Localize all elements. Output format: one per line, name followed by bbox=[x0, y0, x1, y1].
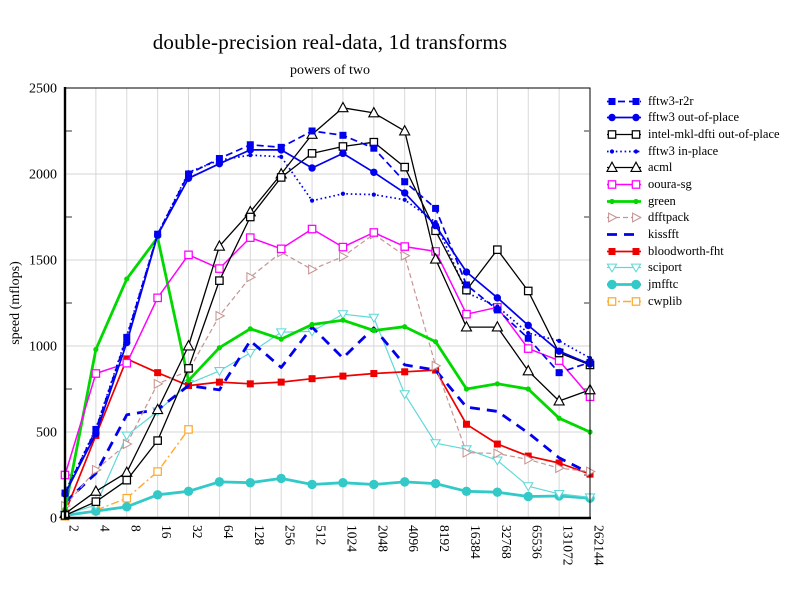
legend-label: bloodworth-fht bbox=[648, 243, 724, 258]
series-green bbox=[62, 235, 593, 512]
legend-label: dfftpack bbox=[648, 210, 690, 225]
legend-marker-jmfftc bbox=[607, 279, 641, 290]
legend-label: acml bbox=[648, 160, 673, 175]
y-tick-label: 0 bbox=[50, 512, 57, 527]
legend-item-sciport: sciport bbox=[606, 259, 792, 276]
x-tick-label: 65536 bbox=[530, 525, 545, 559]
legend-marker-ooura-sg bbox=[607, 180, 641, 189]
legend-marker-intel-mkl-dfti-out-of-place bbox=[607, 130, 641, 139]
legend-marker-fftw3-in-place bbox=[607, 149, 641, 154]
series-acml bbox=[59, 101, 596, 519]
legend-item-acml: acml bbox=[606, 160, 792, 177]
plot-border bbox=[64, 87, 591, 519]
legend-item-bloodworth-fht: bloodworth-fht bbox=[606, 243, 792, 260]
chart-title: double-precision real-data, 1d transform… bbox=[152, 30, 508, 54]
y-tick-label: 2500 bbox=[29, 82, 57, 97]
x-tick-label: 1024 bbox=[344, 525, 359, 552]
x-tick-label: 16 bbox=[159, 525, 174, 539]
legend-item-fftw3-r2r: fftw3-r2r bbox=[606, 93, 792, 110]
legend-label: ooura-sg bbox=[648, 177, 692, 192]
x-tick-labels: 2 4 8 16 32 64 128 256 512 1024 2048 4096 8192 16384 3… bbox=[67, 525, 607, 566]
x-tick-label: 2 bbox=[67, 525, 82, 532]
legend-item-cwplib: cwplib bbox=[606, 293, 792, 310]
legend-label: jmfftc bbox=[648, 276, 679, 291]
x-tick-label: 131072 bbox=[561, 525, 576, 566]
series-bloodworth-fht bbox=[61, 355, 594, 517]
legend-label: green bbox=[648, 193, 676, 208]
x-tick-label: 8192 bbox=[437, 525, 452, 552]
gridlines bbox=[65, 88, 591, 518]
x-tick-label: 256 bbox=[283, 525, 298, 546]
series-jmfftc bbox=[60, 473, 595, 521]
legend-marker-fftw3-out-of-place bbox=[607, 114, 641, 122]
series-kissfft bbox=[64, 325, 591, 504]
x-tick-label: 32 bbox=[190, 525, 205, 539]
legend-item-kissfft: kissfft bbox=[606, 226, 792, 243]
legend-label: intel-mkl-dfti out-of-place bbox=[648, 127, 780, 142]
legend-item-ooura-sg: ooura-sg bbox=[606, 176, 792, 193]
series-intel-mkl-dfti-out-of-place bbox=[60, 137, 595, 520]
x-tick-label: 16384 bbox=[468, 525, 483, 559]
legend-marker-cwplib bbox=[607, 296, 641, 306]
legend-marker-sciport bbox=[606, 263, 642, 274]
legend-label: kissfft bbox=[648, 226, 680, 241]
y-tick-labels: 0 500 1000 1500 2000 2500 bbox=[29, 82, 57, 527]
x-tick-label: 4 bbox=[97, 525, 112, 532]
x-tick-label: 512 bbox=[314, 525, 329, 545]
legend-item-jmfftc: jmfftc bbox=[606, 276, 792, 293]
y-minor-ticks bbox=[66, 130, 589, 476]
x-tick-label: 32768 bbox=[499, 525, 514, 559]
legend-label: cwplib bbox=[648, 293, 683, 308]
legend-label: fftw3 out-of-place bbox=[648, 110, 740, 125]
legend-item-green: green bbox=[606, 193, 792, 210]
legend-marker-bloodworth-fht bbox=[607, 247, 641, 255]
x-tick-label: 128 bbox=[252, 525, 267, 546]
legend: fftw3-r2r fftw3 out-of-place intel-mkl-dft… bbox=[606, 93, 792, 309]
chart-subtitle: powers of two bbox=[289, 63, 371, 78]
y-tick-label: 2000 bbox=[29, 168, 57, 183]
legend-label: fftw3 in-place bbox=[648, 143, 719, 158]
legend-item-dfftpack: dfftpack bbox=[606, 209, 792, 226]
y-tick-label: 500 bbox=[36, 426, 57, 441]
legend-marker-acml bbox=[606, 161, 642, 173]
legend-item-fftw3-in-place: fftw3 in-place bbox=[606, 143, 792, 160]
legend-item-fftw3-out-of-place: fftw3 out-of-place bbox=[606, 110, 792, 127]
series-dfftpack bbox=[61, 228, 596, 512]
legend-marker-fftw3-r2r bbox=[607, 97, 641, 105]
legend-marker-kissfft bbox=[607, 233, 641, 236]
y-tick-label: 1500 bbox=[29, 254, 57, 269]
x-tick-label: 4096 bbox=[406, 525, 421, 552]
legend-label: fftw3-r2r bbox=[648, 93, 694, 108]
x-tick-label: 64 bbox=[221, 525, 236, 539]
legend-item-intel-mkl-dfti-out-of-place: intel-mkl-dfti out-of-place bbox=[606, 126, 792, 143]
x-tick-label: 2048 bbox=[375, 525, 390, 552]
y-tick-label: 1000 bbox=[29, 340, 57, 355]
legend-label: sciport bbox=[648, 260, 683, 275]
x-tick-label: 8 bbox=[128, 525, 143, 532]
x-tick-label: 262144 bbox=[592, 525, 607, 566]
series-ooura-sg bbox=[60, 224, 595, 480]
legend-marker-dfftpack bbox=[607, 212, 642, 224]
legend-marker-green bbox=[607, 198, 641, 204]
